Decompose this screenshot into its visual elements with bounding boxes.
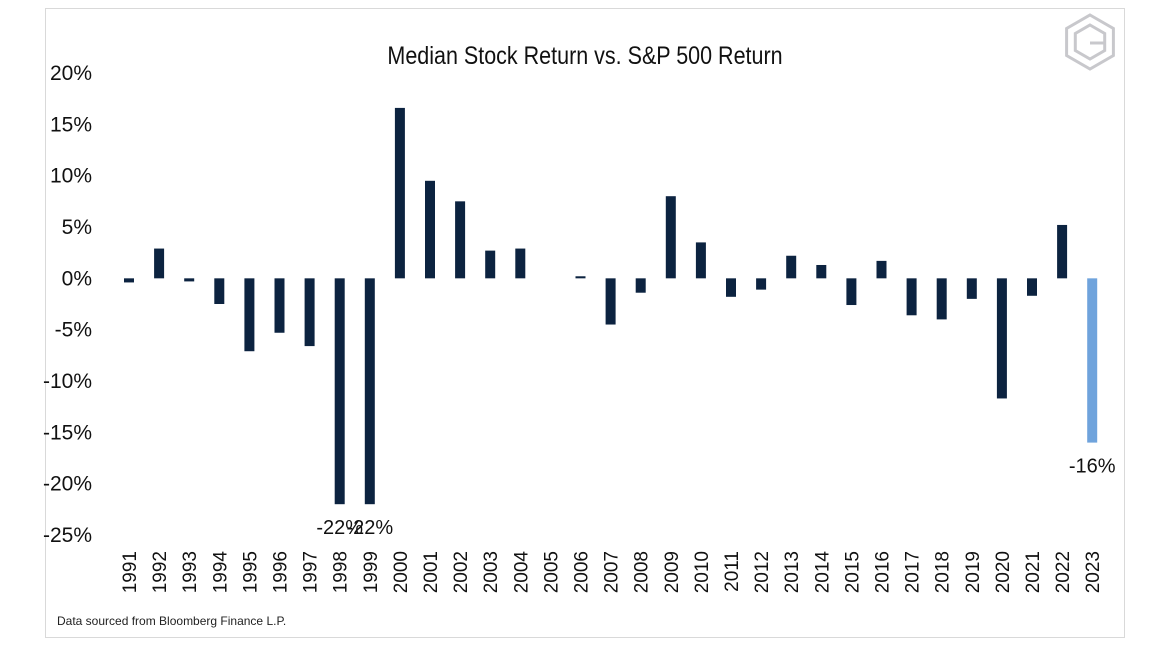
x-tick-label: 2018: [933, 551, 954, 593]
y-tick-label: 15%: [50, 113, 92, 136]
x-tick-label: 1999: [361, 551, 382, 593]
bar-1991: [124, 278, 134, 283]
bar-2018: [936, 278, 947, 320]
y-tick-label: -20%: [43, 473, 92, 496]
bar-2016: [876, 260, 887, 279]
y-tick-label: 5%: [62, 216, 92, 239]
bar-2000: [394, 107, 405, 279]
x-tick-label: 1993: [180, 551, 201, 593]
chart-frame: [45, 8, 1125, 638]
bar-2017: [906, 278, 917, 316]
x-tick-label: 1991: [120, 551, 141, 593]
data-label: -16%: [1069, 456, 1116, 478]
source-note: Data sourced from Bloomberg Finance L.P.: [57, 614, 286, 628]
x-tick-label: 2006: [572, 551, 593, 593]
source-prefix: Data sourced from: [57, 614, 160, 628]
x-tick-label: 2021: [1023, 551, 1044, 593]
y-tick-label: 0%: [62, 267, 92, 290]
hexagon-g-logo-icon: [1065, 13, 1115, 71]
bar-2021: [1027, 278, 1037, 296]
x-tick-label: 2023: [1083, 551, 1104, 593]
bar-2014: [816, 264, 827, 279]
bar-2008: [635, 278, 646, 293]
y-tick-label: -15%: [43, 421, 92, 444]
x-tick-label: 2000: [391, 551, 412, 593]
source-suffix: Finance L.P.: [217, 614, 287, 628]
y-axis: 20% 15% 10% 5% 0% -5% -10% -15% -20% -25%: [43, 62, 92, 547]
bar-2003: [485, 250, 496, 279]
x-tick-label: 1997: [301, 551, 322, 593]
x-tick-label: 2007: [602, 551, 623, 593]
bar-2020: [996, 278, 1007, 399]
x-tick-label: 2011: [722, 551, 743, 592]
x-tick-label: 2005: [541, 551, 562, 593]
x-tick-label: 1998: [331, 551, 352, 593]
bar-2001: [425, 180, 435, 279]
bar-1996: [274, 278, 285, 333]
bar-1998: [334, 278, 345, 505]
bars: [124, 107, 1098, 505]
bar-2006: [575, 276, 586, 279]
x-tick-label: 2008: [632, 551, 653, 593]
x-tick-label: 2016: [873, 551, 894, 593]
chart-title: Median Stock Return vs. S&P 500 Return: [387, 42, 783, 70]
y-tick-label: 20%: [50, 62, 92, 85]
x-tick-label: 1996: [271, 551, 292, 593]
x-tick-label: 2002: [451, 551, 472, 593]
bar-2002: [455, 201, 466, 279]
bar-2022: [1057, 224, 1068, 279]
y-tick-label: 10%: [50, 165, 92, 188]
y-tick-label: -10%: [43, 370, 92, 393]
bar-1997: [304, 278, 315, 347]
x-axis: 1991 1992 1993 1994 1995 1996 1997 1998 1999 2000…: [120, 551, 1104, 594]
bar-1993: [184, 278, 195, 282]
bar-1992: [154, 248, 165, 279]
data-label: -22%: [346, 517, 393, 539]
x-tick-label: 1992: [150, 551, 171, 593]
x-tick-label: 2017: [903, 551, 924, 593]
bar-2007: [605, 278, 616, 325]
x-tick-label: 1995: [240, 551, 261, 593]
x-tick-label: 2001: [421, 551, 442, 593]
x-tick-label: 2003: [481, 551, 502, 593]
x-tick-label: 2009: [662, 551, 683, 593]
bar-2009: [665, 196, 676, 279]
bar-2004: [515, 248, 526, 279]
bar-2019: [966, 278, 977, 299]
x-tick-label: 2014: [812, 551, 833, 594]
x-tick-label: 2019: [963, 551, 984, 593]
bar-2015: [846, 278, 857, 306]
bar-2023: [1087, 278, 1098, 443]
bar-1999: [364, 278, 375, 505]
bar-1994: [214, 278, 225, 304]
x-tick-label: 2022: [1053, 551, 1074, 593]
y-tick-label: -25%: [43, 524, 92, 547]
x-tick-label: 2004: [511, 551, 532, 594]
data-label: -22%: [316, 517, 363, 539]
data-labels: -22%-22% -16%: [316, 456, 1115, 540]
x-tick-label: 2015: [842, 551, 863, 593]
x-tick-label: 2020: [993, 551, 1014, 593]
x-tick-label: 2013: [782, 551, 803, 593]
x-tick-label: 2012: [752, 551, 773, 593]
bar-1995: [244, 278, 255, 352]
y-tick-label: -5%: [55, 319, 92, 342]
bar-2013: [786, 255, 797, 279]
source-brand: Bloomberg: [159, 614, 218, 628]
x-tick-label: 2010: [692, 551, 713, 593]
x-tick-label: 1994: [210, 551, 231, 594]
bar-2010: [695, 242, 706, 279]
bar-2011: [726, 278, 736, 297]
bar-2012: [756, 278, 767, 290]
